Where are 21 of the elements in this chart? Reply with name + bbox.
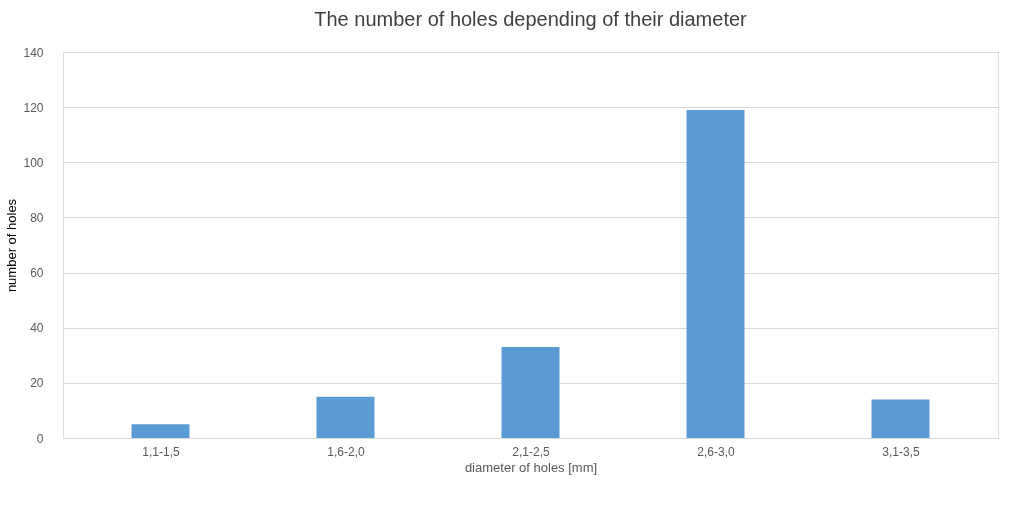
y-tick-label: 60: [30, 266, 44, 281]
bar: [316, 396, 375, 438]
x-tick-label: 2,6-3,0: [697, 444, 736, 459]
y-tick-label: 0: [36, 431, 44, 446]
y-tick-label: 120: [23, 100, 44, 115]
x-tick-label: 3,1-3,5: [882, 444, 921, 459]
y-tick-label: 40: [30, 321, 44, 336]
x-axis-title: diameter of holes [mm]: [464, 459, 598, 475]
x-tick-label: 1,6-2,0: [327, 444, 366, 459]
y-axis-title: number of holes: [4, 198, 20, 293]
y-tick-label: 140: [23, 45, 44, 60]
y-tick-label: 20: [30, 376, 44, 391]
x-tick-label: 1,1-1,5: [142, 444, 181, 459]
bar: [501, 347, 560, 438]
x-tick-label: 2,1-2,5: [512, 444, 551, 459]
bar: [871, 399, 930, 438]
y-tick-label: 80: [30, 210, 44, 225]
y-tick-label: 100: [23, 155, 44, 170]
bar: [131, 424, 190, 438]
chart-title: The number of holes depending of their diameter: [314, 8, 748, 30]
bar: [686, 109, 745, 438]
